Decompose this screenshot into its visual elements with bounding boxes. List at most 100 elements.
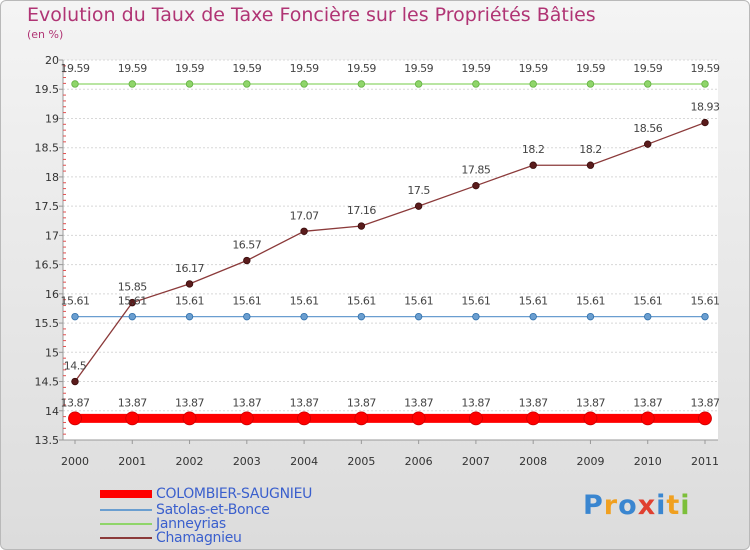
data-label: 13.87 [347, 396, 376, 409]
data-point [414, 202, 423, 210]
data-point [71, 312, 79, 321]
data-label: 13.87 [461, 396, 490, 409]
data-point [68, 411, 82, 426]
data-point [529, 312, 537, 321]
data-label: 19.59 [691, 62, 720, 75]
data-label: 17.5 [407, 184, 430, 197]
data-label: 15.61 [404, 295, 433, 308]
data-label: 15.61 [691, 295, 720, 308]
data-label: 13.87 [232, 396, 261, 409]
data-point [472, 80, 480, 88]
x-tick-label: 2001 [118, 455, 146, 468]
data-point [414, 312, 423, 321]
data-point [128, 298, 136, 307]
data-point [701, 80, 709, 88]
data-point [185, 280, 194, 288]
data-label: 13.87 [633, 396, 662, 409]
data-label: 15.61 [118, 295, 147, 308]
x-tick-label: 2004 [290, 455, 318, 468]
legend-item: Janneyrias [100, 517, 226, 531]
data-point [243, 256, 251, 265]
data-label: 15.61 [633, 295, 662, 308]
data-point [640, 411, 655, 426]
data-label: 15.61 [290, 295, 319, 308]
data-point [239, 411, 254, 426]
data-label: 18.2 [522, 143, 545, 156]
data-point [185, 312, 194, 321]
data-label: 19.59 [175, 62, 204, 75]
data-label: 17.07 [290, 209, 319, 222]
data-point [644, 140, 652, 148]
data-label: 19.59 [118, 62, 147, 75]
data-point [469, 411, 483, 426]
data-label: 19.59 [61, 62, 90, 75]
logo-letter: r [603, 490, 619, 521]
data-label: 19.59 [633, 62, 662, 75]
data-point [300, 80, 308, 88]
data-point [586, 312, 595, 321]
x-tick-label: 2011 [691, 455, 719, 468]
x-tick-label: 2008 [519, 455, 547, 468]
data-label: 17.85 [461, 164, 490, 177]
data-label: 15.61 [232, 295, 261, 308]
data-point [354, 411, 369, 426]
y-tick-label: 16 [45, 288, 59, 301]
data-label: 13.87 [576, 396, 605, 409]
data-label: 18.93 [691, 101, 720, 114]
data-label: 18.2 [579, 143, 602, 156]
data-point [71, 377, 79, 386]
data-label: 19.59 [461, 62, 490, 75]
data-label: 15.61 [519, 295, 548, 308]
y-tick-label: 15 [45, 346, 59, 359]
data-point [586, 80, 595, 88]
legend-label: Chamagnieu [156, 530, 242, 546]
data-point [644, 80, 652, 88]
data-label: 15.61 [175, 295, 204, 308]
y-tick-label: 15.5 [35, 317, 60, 330]
x-tick-label: 2007 [462, 455, 490, 468]
data-point [297, 411, 311, 426]
logo-letter: P [583, 490, 604, 521]
y-tick-label: 14 [45, 405, 59, 418]
y-tick-label: 14.5 [35, 376, 60, 389]
legend-swatch [100, 490, 152, 498]
data-label: 15.61 [61, 295, 90, 308]
data-label: 19.59 [290, 62, 319, 75]
data-point [586, 161, 595, 169]
y-tick-label: 17 [45, 229, 59, 242]
data-point [128, 80, 136, 88]
legend-swatch [100, 523, 152, 525]
legend-swatch [100, 509, 152, 511]
x-tick-label: 2006 [405, 455, 433, 468]
data-label: 13.87 [61, 396, 90, 409]
data-label: 13.87 [118, 396, 147, 409]
logo-letter: t [666, 490, 681, 521]
chart-title: Evolution du Taux de Taxe Foncière sur l… [27, 4, 596, 26]
x-tick-label: 2009 [576, 455, 604, 468]
y-tick-label: 18 [45, 171, 59, 184]
data-point [529, 161, 537, 169]
data-point [698, 411, 712, 426]
data-point [526, 411, 541, 426]
data-label: 19.59 [519, 62, 548, 75]
logo-letter: o [618, 490, 638, 521]
data-point [411, 411, 426, 426]
data-label: 16.17 [175, 262, 204, 275]
y-tick-label: 18.5 [35, 142, 60, 155]
data-label: 13.87 [290, 396, 319, 409]
data-point [472, 181, 480, 190]
logo-letter: i [680, 490, 691, 521]
data-label: 13.87 [175, 396, 204, 409]
x-tick-label: 2002 [176, 455, 204, 468]
logo-letter: i [656, 490, 667, 521]
data-label: 13.87 [404, 396, 433, 409]
data-label: 19.59 [347, 62, 376, 75]
logo-letter: x [637, 490, 657, 521]
legend-item: COLOMBIER-SAUGNIEU [100, 487, 312, 501]
data-point [701, 118, 709, 127]
data-point [182, 411, 197, 426]
y-tick-label: 19.5 [35, 83, 60, 96]
data-point [243, 80, 251, 88]
data-point [414, 80, 423, 88]
